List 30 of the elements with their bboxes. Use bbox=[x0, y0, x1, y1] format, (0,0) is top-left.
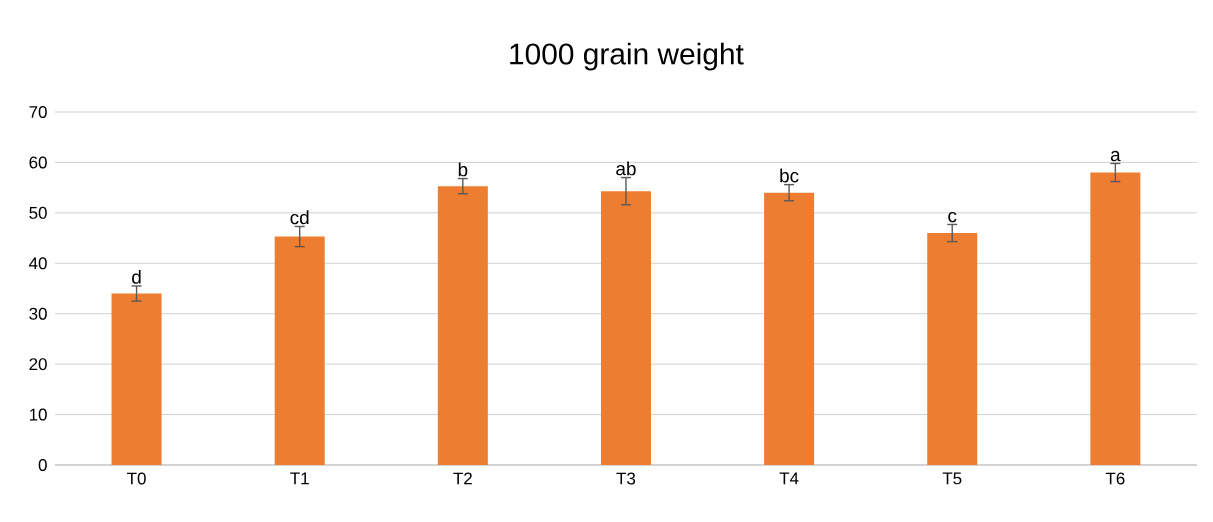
bar bbox=[764, 192, 815, 465]
bar bbox=[1090, 172, 1141, 465]
y-tick-label: 40 bbox=[29, 257, 47, 270]
y-tick-label: 30 bbox=[29, 307, 47, 320]
y-tick-label: 70 bbox=[29, 106, 47, 119]
x-tick-label: T1 bbox=[290, 472, 309, 485]
bar bbox=[111, 293, 162, 465]
x-tick-label: T2 bbox=[453, 472, 472, 485]
x-tick-label: T6 bbox=[1105, 472, 1125, 485]
x-tick-label: T5 bbox=[942, 472, 962, 485]
y-tick-label: 10 bbox=[29, 408, 47, 421]
annotation: b bbox=[458, 162, 468, 177]
annotation: bc bbox=[780, 168, 799, 183]
y-tick-label: 0 bbox=[38, 459, 47, 471]
bar bbox=[927, 233, 978, 465]
annotation: ab bbox=[616, 161, 636, 176]
x-tick-label: T4 bbox=[779, 472, 799, 485]
annotation: cd bbox=[290, 210, 309, 225]
annotation: c bbox=[948, 211, 957, 223]
bar bbox=[274, 236, 325, 465]
bar bbox=[437, 186, 488, 465]
x-tick-label: T0 bbox=[127, 472, 146, 485]
chart-title: 1000 grain weight bbox=[510, 42, 744, 71]
x-tick-label: T3 bbox=[616, 472, 636, 485]
y-tick-label: 20 bbox=[29, 358, 47, 371]
annotation: a bbox=[1110, 150, 1121, 162]
bar bbox=[600, 191, 651, 465]
annotation: d bbox=[132, 269, 141, 284]
y-tick-label: 60 bbox=[29, 156, 47, 169]
y-tick-label: 50 bbox=[29, 206, 47, 219]
